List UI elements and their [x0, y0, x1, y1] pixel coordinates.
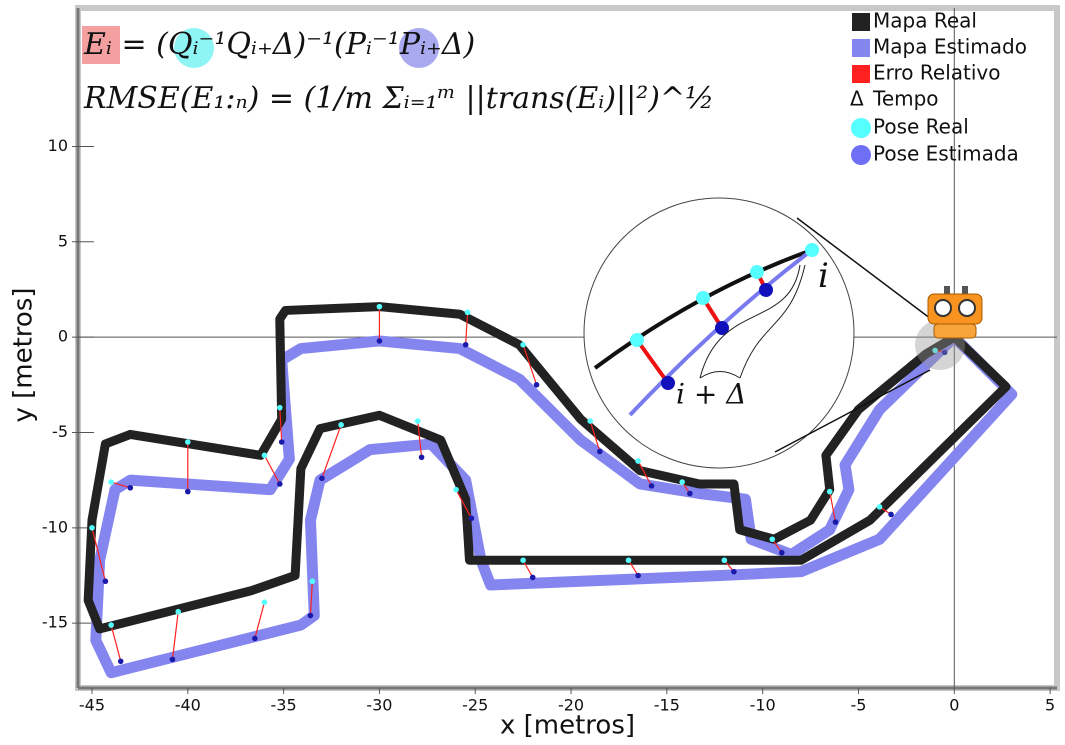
pose-point [118, 659, 124, 665]
pose-point [626, 557, 632, 563]
x-tick-label: -15 [654, 696, 680, 715]
pose-point [128, 485, 134, 491]
pose-point [108, 479, 114, 485]
inset-pose-real [630, 333, 644, 347]
y-tick-label: 0 [58, 327, 68, 346]
pose-point [520, 342, 526, 348]
pose-point [377, 304, 383, 310]
legend-label: Erro Relativo [873, 61, 1000, 85]
pose-point [262, 453, 268, 459]
pose-point [338, 422, 344, 428]
pose-point [308, 613, 314, 619]
pose-point [185, 489, 191, 495]
pose-point [170, 657, 176, 663]
legend-label: Tempo [872, 87, 939, 111]
inset-pose-est [759, 283, 773, 297]
pose-point [534, 382, 540, 388]
pose-point [279, 439, 285, 445]
inset-pose-real [805, 243, 819, 257]
pose-point [520, 557, 526, 563]
inset-pose-real [696, 291, 710, 305]
legend-swatch [852, 39, 870, 57]
legend-label: Pose Real [873, 115, 969, 139]
inset-pose-real [750, 265, 764, 279]
x-tick-label: -45 [79, 696, 105, 715]
pose-point [530, 575, 536, 581]
pose-point [319, 475, 325, 481]
x-tick-label: 5 [1045, 696, 1055, 715]
pose-point [827, 489, 833, 495]
legend-swatch [851, 145, 871, 165]
x-tick-label: -30 [366, 696, 392, 715]
pose-point [310, 578, 316, 584]
pose-point [252, 636, 258, 642]
pose-point [635, 458, 641, 464]
pose-point [419, 454, 425, 460]
x-tick-label: -35 [271, 696, 297, 715]
pose-point [679, 479, 685, 485]
x-tick-label: -10 [750, 696, 776, 715]
legend-symbol: Δ [850, 87, 864, 111]
y-axis-label: y [metros] [9, 287, 39, 422]
inset-label-i: i [818, 256, 829, 296]
pose-point [769, 536, 775, 542]
legend-swatch [852, 13, 870, 31]
pose-point [175, 609, 181, 615]
pose-point [262, 599, 268, 605]
pose-point [277, 481, 283, 487]
pose-point [833, 519, 839, 525]
x-tick-label: -5 [851, 696, 867, 715]
robot-eye [935, 300, 951, 316]
x-axis-label: x [metros] [500, 711, 635, 741]
formula-rmse: RMSE(E₁:ₙ) = (1/m Σᵢ₌₁ᵐ ||trans(Eᵢ)||²)^… [83, 81, 714, 116]
legend-label: Mapa Estimado [873, 35, 1027, 59]
pose-point [779, 550, 785, 556]
legend-swatch [851, 118, 871, 138]
pose-point [415, 418, 421, 424]
legend-label: Pose Estimada [873, 142, 1019, 166]
pose-point [469, 515, 475, 521]
inset-pose-est [661, 376, 675, 390]
pose-point [185, 439, 191, 445]
pose-point [877, 504, 883, 510]
pose-point [731, 569, 737, 575]
chart: Eᵢ = (Qᵢ⁻¹Qᵢ₊Δ)⁻¹(Pᵢ⁻¹Pᵢ₊Δ) RMSE(E₁:ₙ) =… [0, 0, 1065, 745]
y-tick-label: -10 [42, 517, 68, 536]
y-tick-label: -15 [42, 613, 68, 632]
x-tick-label: -25 [462, 696, 488, 715]
pose-point [103, 578, 109, 584]
pose-point [89, 525, 95, 531]
pose-point [722, 557, 728, 563]
robot-body [934, 324, 976, 338]
pose-point [377, 338, 383, 344]
pose-point [587, 418, 593, 424]
robot-eye [959, 300, 975, 316]
inset-label-i-delta: i + Δ [676, 378, 746, 411]
pose-point [465, 310, 471, 316]
y-tick-label: 5 [58, 231, 68, 250]
robot-icon [928, 286, 982, 338]
pose-point [597, 449, 603, 455]
y-tick-label: 10 [48, 136, 68, 155]
pose-point [277, 405, 283, 411]
pose-point [888, 512, 894, 518]
formula-error: Eᵢ = (Qᵢ⁻¹Qᵢ₊Δ)⁻¹(Pᵢ⁻¹Pᵢ₊Δ) [83, 27, 475, 62]
y-tick-label: -5 [52, 422, 68, 441]
legend-label: Mapa Real [873, 9, 977, 33]
pose-point [649, 483, 655, 489]
pose-point [463, 342, 469, 348]
pose-point [108, 622, 114, 628]
pose-point [687, 491, 693, 497]
pose-point [453, 487, 459, 493]
legend-swatch [852, 65, 870, 83]
pose-point [635, 573, 641, 579]
x-tick-label: -40 [175, 696, 201, 715]
x-tick-label: 0 [949, 696, 959, 715]
